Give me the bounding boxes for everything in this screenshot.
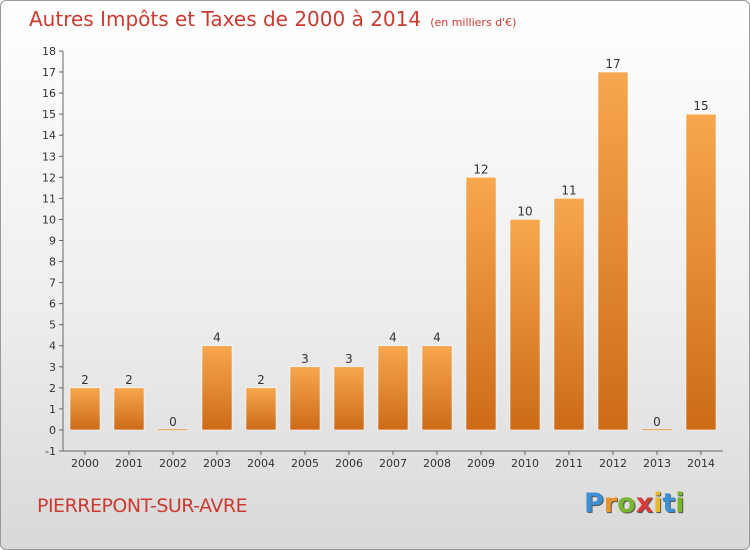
x-tick-label: 2002 bbox=[159, 457, 187, 470]
y-tick-label: 0 bbox=[49, 424, 56, 437]
y-tick-label: 3 bbox=[49, 361, 56, 374]
bar-2011 bbox=[553, 198, 585, 431]
x-tick-label: 2001 bbox=[115, 457, 143, 470]
logo-letter: x bbox=[635, 488, 654, 519]
y-tick-label: 17 bbox=[42, 66, 56, 79]
bar-2013 bbox=[641, 428, 673, 431]
bar-2005 bbox=[289, 366, 321, 431]
y-tick-label: 4 bbox=[49, 340, 56, 353]
y-tick-label: 15 bbox=[42, 108, 56, 121]
data-label: 11 bbox=[561, 183, 576, 197]
data-label: 10 bbox=[517, 204, 532, 218]
data-label: 4 bbox=[433, 331, 441, 345]
x-tick-label: 2003 bbox=[203, 457, 231, 470]
y-tick-label: -1 bbox=[45, 445, 56, 458]
data-label: 3 bbox=[301, 352, 309, 366]
data-label: 12 bbox=[473, 162, 488, 176]
x-tick-label: 2007 bbox=[379, 457, 407, 470]
logo-letter: i bbox=[653, 488, 663, 519]
bar-2001 bbox=[113, 387, 145, 431]
data-label: 4 bbox=[389, 331, 397, 345]
data-label: 15 bbox=[693, 99, 708, 113]
x-tick-label: 2012 bbox=[599, 457, 627, 470]
logo-letter: P bbox=[584, 488, 604, 519]
data-label: 17 bbox=[605, 57, 620, 71]
data-label: 4 bbox=[213, 331, 221, 345]
y-tick-label: 9 bbox=[49, 234, 56, 247]
y-tick-label: 6 bbox=[49, 298, 56, 311]
data-label: 0 bbox=[653, 415, 661, 429]
x-tick-label: 2010 bbox=[511, 457, 539, 470]
bar-2010 bbox=[509, 219, 541, 431]
x-tick-label: 2009 bbox=[467, 457, 495, 470]
y-tick-label: 10 bbox=[42, 213, 56, 226]
y-tick-label: 14 bbox=[42, 129, 56, 142]
logo-letter: t bbox=[662, 488, 676, 519]
data-label: 2 bbox=[125, 373, 133, 387]
y-tick-label: 8 bbox=[49, 256, 56, 269]
y-tick-label: 16 bbox=[42, 87, 56, 100]
data-label: 2 bbox=[81, 373, 89, 387]
bar-2003 bbox=[201, 345, 233, 431]
bar-2008 bbox=[421, 345, 453, 431]
y-tick-label: 2 bbox=[49, 382, 56, 395]
logo-letter: o bbox=[617, 488, 636, 519]
x-tick-label: 2014 bbox=[687, 457, 715, 470]
bar-2004 bbox=[245, 387, 277, 431]
bar-2002 bbox=[157, 428, 189, 431]
logo-letter: i bbox=[675, 488, 685, 519]
chart-title-text: Autres Impôts et Taxes de 2000 à 2014 bbox=[29, 7, 422, 31]
y-tick-label: 11 bbox=[42, 192, 56, 205]
bar-2009 bbox=[465, 177, 497, 431]
bar-2007 bbox=[377, 345, 409, 431]
x-tick-label: 2004 bbox=[247, 457, 275, 470]
x-tick-label: 2000 bbox=[71, 457, 99, 470]
bar-2000 bbox=[69, 387, 101, 431]
proxiti-logo: Proxiti bbox=[584, 488, 685, 519]
y-tick-label: 13 bbox=[42, 150, 56, 163]
data-label: 3 bbox=[345, 352, 353, 366]
x-tick-label: 2008 bbox=[423, 457, 451, 470]
chart-title: Autres Impôts et Taxes de 2000 à 2014 (e… bbox=[29, 7, 516, 31]
y-tick-label: 7 bbox=[49, 277, 56, 290]
x-tick-label: 2011 bbox=[555, 457, 583, 470]
chart-unit-label: (en milliers d'€) bbox=[430, 16, 517, 29]
y-tick-label: 12 bbox=[42, 171, 56, 184]
y-tick-label: 18 bbox=[42, 45, 56, 58]
data-label: 2 bbox=[257, 373, 265, 387]
x-tick-label: 2005 bbox=[291, 457, 319, 470]
x-tick-label: 2013 bbox=[643, 457, 671, 470]
bar-2006 bbox=[333, 366, 365, 431]
commune-name: PIERREPONT-SUR-AVRE bbox=[37, 495, 248, 517]
logo-letter: r bbox=[603, 488, 618, 519]
y-tick-label: 1 bbox=[49, 403, 56, 416]
data-label: 0 bbox=[169, 415, 177, 429]
bar-2014 bbox=[685, 113, 717, 431]
bar-2012 bbox=[597, 71, 629, 431]
x-tick-label: 2006 bbox=[335, 457, 363, 470]
y-tick-label: 5 bbox=[49, 319, 56, 332]
